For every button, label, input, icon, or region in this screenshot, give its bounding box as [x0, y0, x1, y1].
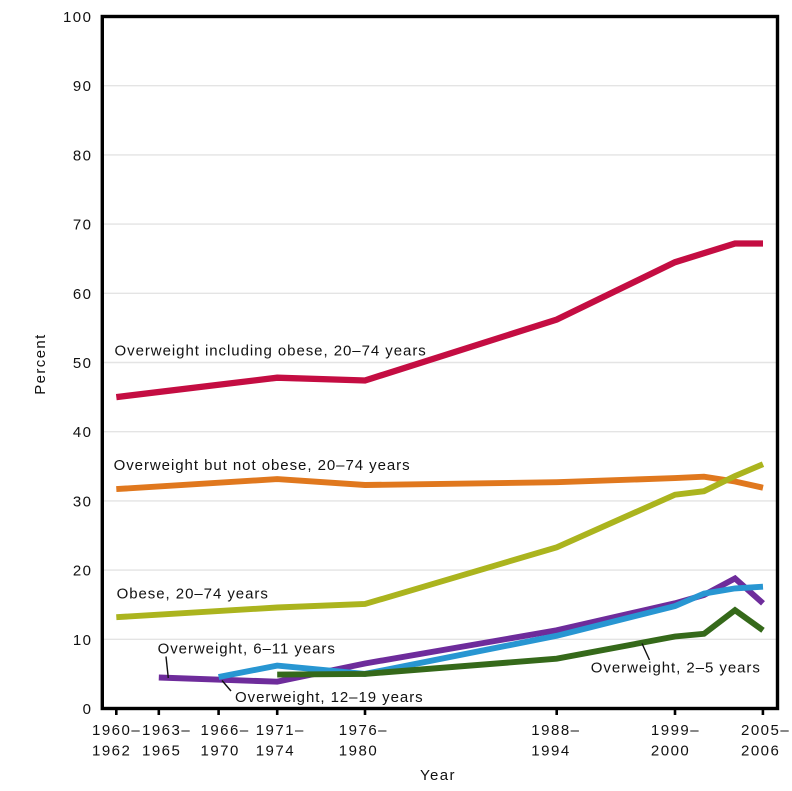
svg-text:40: 40 [73, 424, 93, 441]
svg-text:Overweight including obese, 20: Overweight including obese, 20–74 years [115, 343, 427, 360]
svg-text:1980: 1980 [339, 742, 378, 759]
svg-text:1962: 1962 [92, 742, 131, 759]
svg-text:1974: 1974 [256, 742, 295, 759]
svg-text:30: 30 [73, 493, 93, 510]
svg-text:0: 0 [83, 701, 93, 718]
svg-text:2000: 2000 [651, 742, 690, 759]
svg-text:1971–: 1971– [256, 722, 305, 739]
svg-text:100: 100 [63, 9, 93, 26]
svg-text:1963–: 1963– [142, 722, 191, 739]
svg-text:1960–: 1960– [92, 722, 141, 739]
svg-text:10: 10 [73, 632, 93, 649]
svg-text:Overweight, 12–19 years: Overweight, 12–19 years [235, 689, 424, 706]
svg-text:Obese, 20–74 years: Obese, 20–74 years [117, 586, 269, 603]
svg-text:1999–: 1999– [651, 722, 700, 739]
svg-text:1994: 1994 [531, 742, 570, 759]
svg-text:2006: 2006 [741, 742, 780, 759]
svg-text:Year: Year [420, 767, 456, 784]
svg-text:70: 70 [73, 217, 93, 234]
svg-text:Overweight, 2–5 years: Overweight, 2–5 years [591, 660, 761, 677]
svg-text:1970: 1970 [201, 742, 240, 759]
svg-text:90: 90 [73, 78, 93, 95]
svg-text:1988–: 1988– [531, 722, 580, 739]
svg-text:2005–: 2005– [741, 722, 790, 739]
svg-text:Overweight, 6–11 years: Overweight, 6–11 years [158, 641, 336, 658]
svg-text:50: 50 [73, 355, 93, 372]
svg-text:1976–: 1976– [339, 722, 388, 739]
svg-text:80: 80 [73, 147, 93, 164]
svg-text:20: 20 [73, 563, 93, 580]
svg-text:1965: 1965 [142, 742, 181, 759]
svg-text:Percent: Percent [32, 333, 49, 395]
svg-text:1966–: 1966– [201, 722, 250, 739]
svg-text:60: 60 [73, 286, 93, 303]
svg-text:Overweight but not obese, 20–7: Overweight but not obese, 20–74 years [114, 457, 411, 474]
